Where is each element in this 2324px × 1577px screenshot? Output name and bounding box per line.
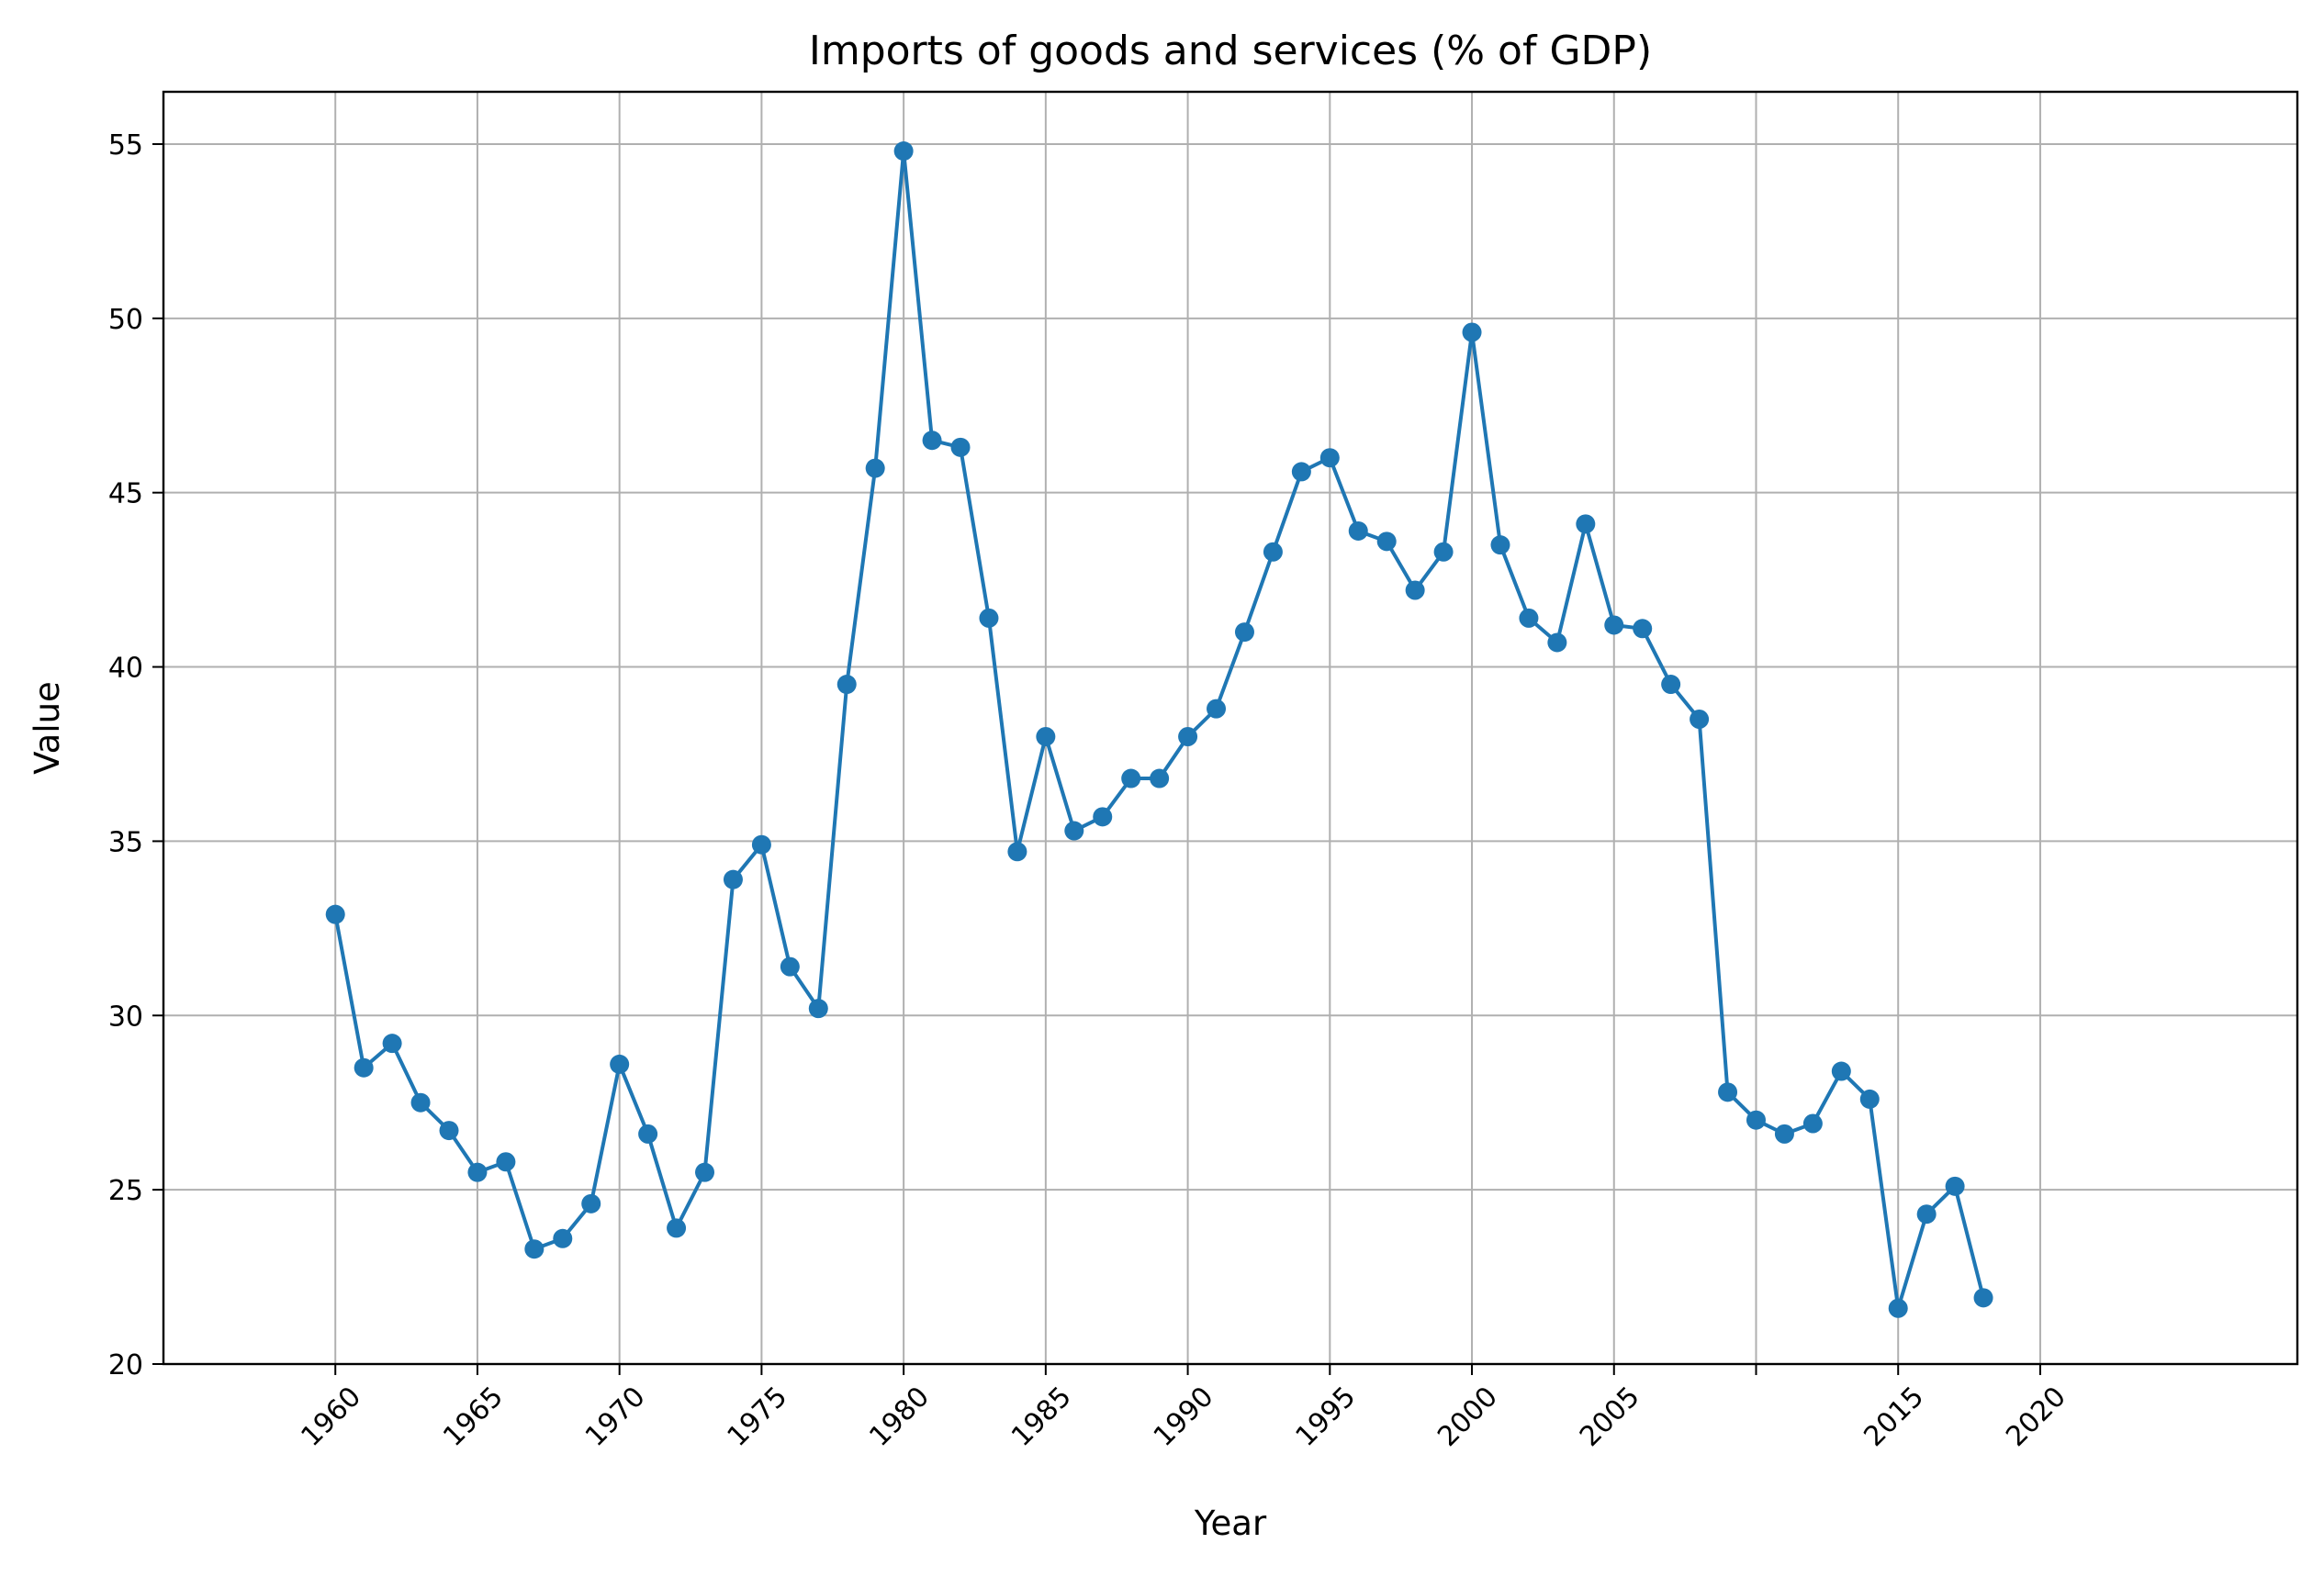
data-point (553, 1228, 573, 1248)
data-point (1859, 1089, 1880, 1109)
data-point (1291, 462, 1311, 482)
data-point (1234, 622, 1254, 643)
data-point (667, 1218, 687, 1238)
y-tick-label: 35 (108, 826, 143, 858)
x-axis-label: Year (1194, 1504, 1267, 1543)
data-point (1433, 542, 1454, 562)
y-tick-label: 45 (108, 478, 143, 510)
data-point (1831, 1061, 1851, 1081)
y-tick-label: 50 (108, 304, 143, 336)
grid-lines (163, 92, 2297, 1365)
data-point (354, 1057, 374, 1078)
data-point (1462, 322, 1482, 342)
data-point (1519, 608, 1539, 628)
data-point (1973, 1288, 1993, 1308)
data-point (1888, 1298, 1908, 1318)
data-point (1348, 520, 1368, 541)
data-point (1150, 768, 1170, 788)
data-point (751, 834, 771, 855)
data-point (723, 869, 743, 889)
data-point (1405, 580, 1425, 600)
y-tick-label: 20 (108, 1349, 143, 1381)
y-tick-label: 55 (108, 129, 143, 162)
data-point (1746, 1110, 1766, 1130)
data-point (467, 1162, 488, 1182)
data-point (1178, 726, 1198, 746)
data-point (1945, 1176, 1965, 1196)
data-point (1718, 1082, 1738, 1102)
data-point (325, 904, 345, 924)
data-point (1064, 821, 1084, 841)
chart-title: Imports of goods and services (% of GDP) (809, 28, 1652, 74)
data-point (610, 1054, 630, 1074)
data-point (950, 437, 971, 457)
data-point (524, 1239, 545, 1259)
data-point (808, 999, 828, 1019)
data-point (410, 1092, 431, 1113)
data-point (780, 956, 800, 977)
plot-area-frame (162, 90, 2299, 1366)
data-point (695, 1162, 715, 1182)
data-point (1007, 842, 1027, 862)
data-point (382, 1034, 402, 1054)
data-point (1604, 615, 1624, 635)
data-point (893, 141, 914, 162)
data-point (1376, 531, 1397, 552)
data-point (922, 431, 942, 451)
data-point (979, 608, 999, 628)
data-point (496, 1152, 516, 1172)
data-point (1093, 807, 1113, 827)
data-point (1319, 448, 1340, 468)
data-point (1036, 726, 1056, 746)
data-point (581, 1193, 601, 1214)
data-point (1121, 768, 1141, 788)
data-point (1207, 699, 1227, 719)
data-point (1916, 1204, 1937, 1225)
data-point (1633, 619, 1653, 639)
data-point (1802, 1113, 1823, 1134)
y-tick-label: 25 (108, 1175, 143, 1207)
data-point (439, 1121, 459, 1141)
data-point (638, 1124, 658, 1144)
series-layer (325, 141, 1993, 1318)
data-point (1547, 632, 1567, 653)
data-point (1490, 535, 1510, 555)
data-point (1576, 514, 1596, 534)
data-point (1661, 675, 1681, 695)
y-tick-label: 30 (108, 1001, 143, 1033)
data-point (836, 675, 857, 695)
y-tick-label: 40 (108, 653, 143, 685)
y-axis-label: Value (28, 681, 67, 775)
data-point (1774, 1124, 1794, 1144)
data-point (1690, 710, 1710, 730)
data-point (1263, 542, 1283, 562)
data-point (865, 458, 885, 478)
